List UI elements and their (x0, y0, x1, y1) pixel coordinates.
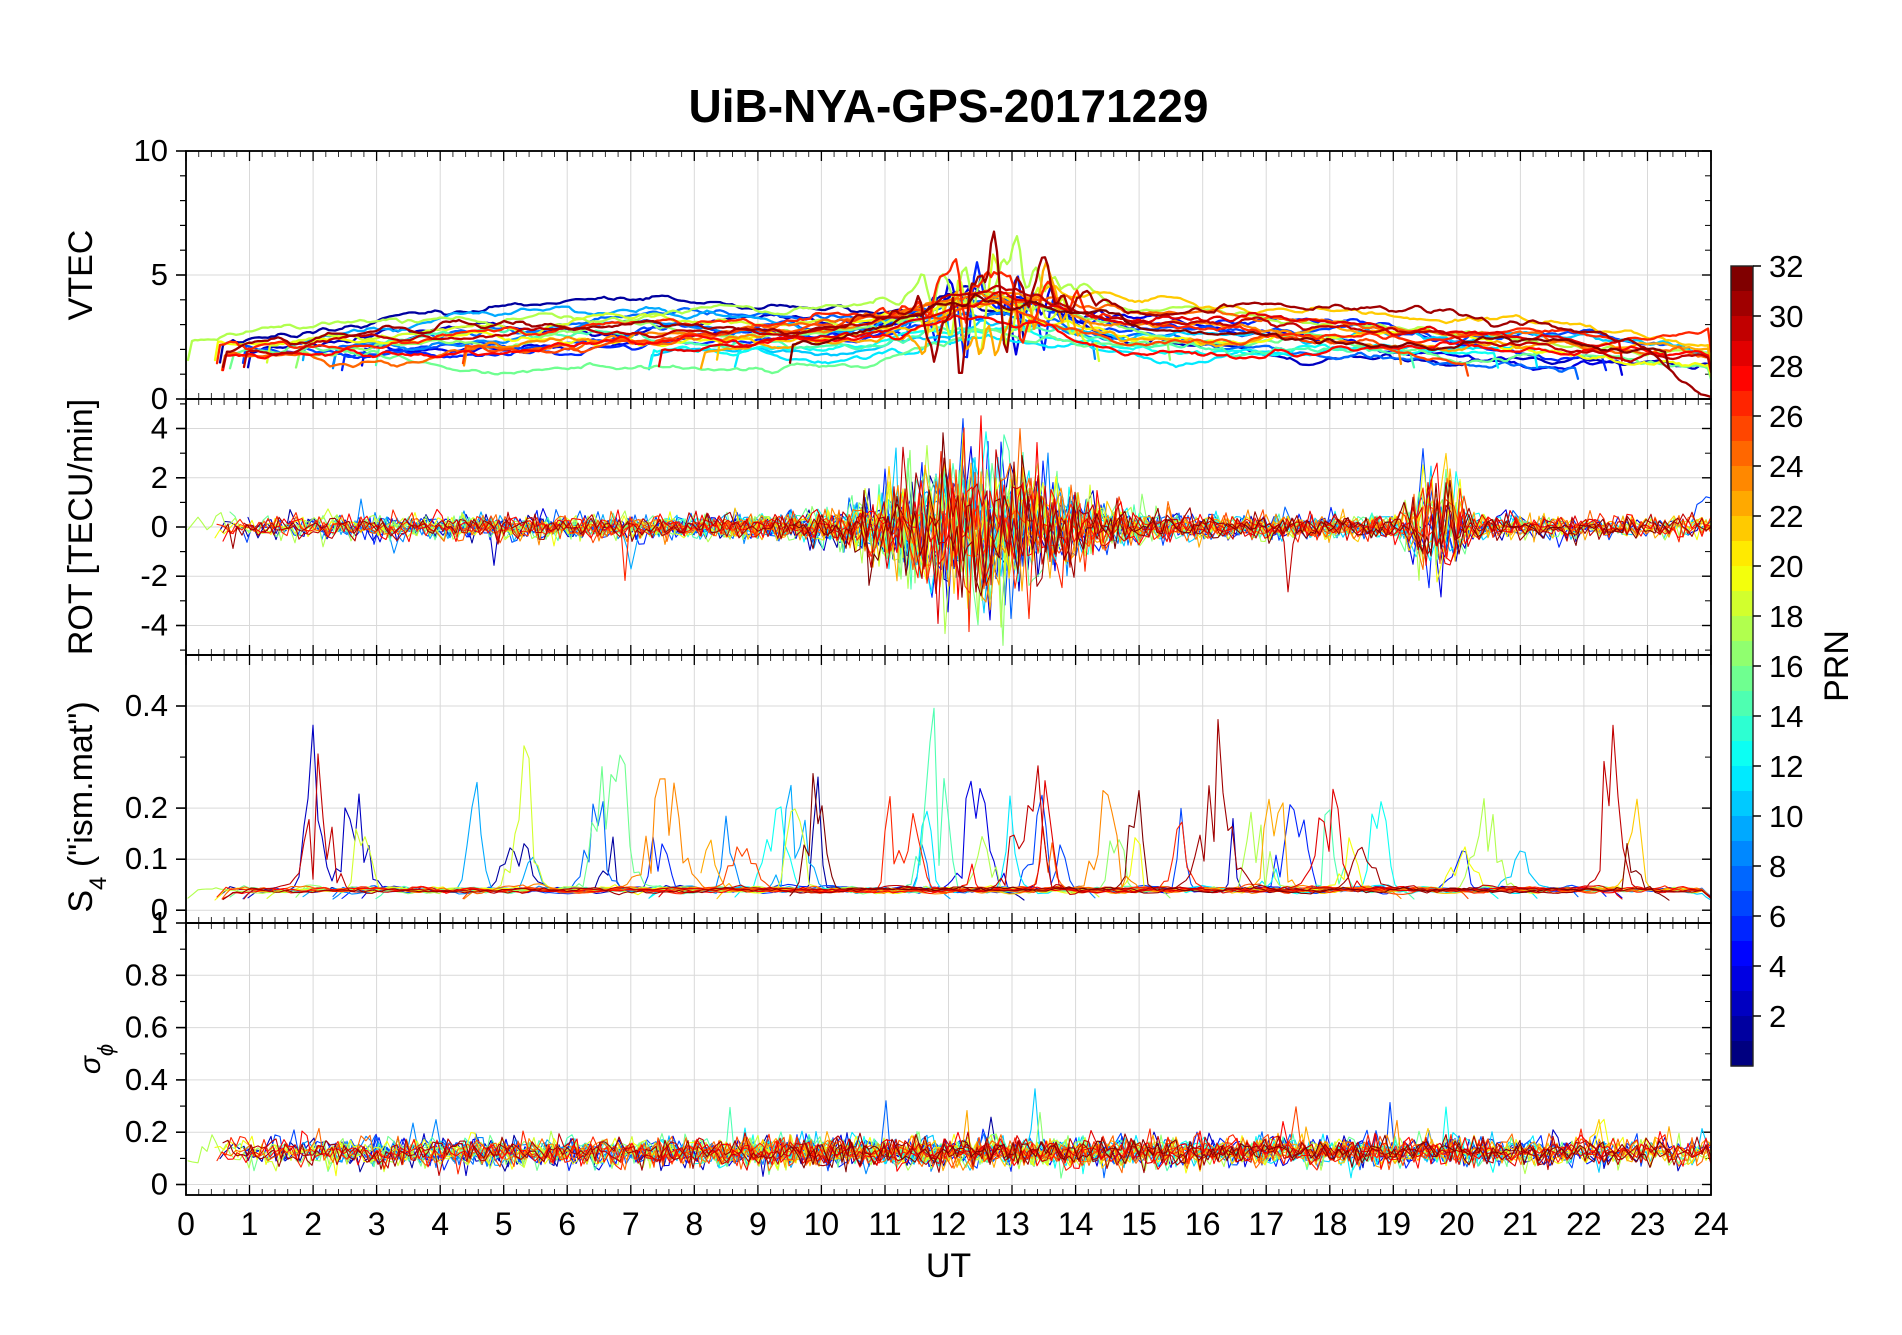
svg-text:UT: UT (926, 1247, 971, 1285)
svg-text:16: 16 (1185, 1206, 1221, 1242)
svg-text:0.1: 0.1 (125, 841, 168, 876)
svg-text:0.2: 0.2 (125, 1114, 168, 1149)
svg-text:17: 17 (1248, 1206, 1284, 1242)
svg-text:22: 22 (1566, 1206, 1602, 1242)
svg-text:5: 5 (495, 1206, 513, 1242)
svg-text:VTEC: VTEC (62, 230, 100, 321)
svg-text:21: 21 (1503, 1206, 1539, 1242)
svg-text:0.4: 0.4 (125, 1062, 168, 1097)
svg-text:16: 16 (1769, 649, 1803, 684)
svg-text:18: 18 (1312, 1206, 1348, 1242)
svg-text:14: 14 (1058, 1206, 1094, 1242)
svg-text:2: 2 (1769, 999, 1786, 1034)
svg-text:ROT [TECU/min]: ROT [TECU/min] (62, 399, 100, 655)
svg-text:0: 0 (151, 1167, 168, 1202)
svg-text:PRN: PRN (1818, 630, 1856, 702)
svg-text:6: 6 (558, 1206, 576, 1242)
svg-text:12: 12 (931, 1206, 967, 1242)
svg-text:10: 10 (804, 1206, 840, 1242)
svg-text:0: 0 (151, 509, 168, 544)
svg-text:-2: -2 (140, 558, 168, 593)
svg-text:7: 7 (622, 1206, 640, 1242)
svg-text:2: 2 (151, 460, 168, 495)
svg-text:11: 11 (868, 1206, 901, 1242)
svg-text:26: 26 (1769, 399, 1803, 434)
svg-text:15: 15 (1121, 1206, 1157, 1242)
svg-text:3: 3 (368, 1206, 386, 1242)
svg-text:4: 4 (151, 411, 168, 446)
svg-text:24: 24 (1693, 1206, 1729, 1242)
svg-text:18: 18 (1769, 599, 1803, 634)
svg-text:28: 28 (1769, 349, 1803, 384)
svg-text:1: 1 (151, 905, 168, 940)
svg-text:UiB-NYA-GPS-20171229: UiB-NYA-GPS-20171229 (689, 80, 1209, 132)
svg-text:32: 32 (1769, 249, 1803, 284)
svg-text:13: 13 (994, 1206, 1030, 1242)
svg-text:0: 0 (177, 1206, 195, 1242)
svg-text:30: 30 (1769, 299, 1803, 334)
svg-text:10: 10 (134, 133, 168, 168)
svg-text:0.4: 0.4 (125, 688, 168, 723)
svg-text:24: 24 (1769, 449, 1803, 484)
svg-text:10: 10 (1769, 799, 1803, 834)
svg-text:8: 8 (685, 1206, 703, 1242)
svg-text:6: 6 (1769, 899, 1786, 934)
svg-text:9: 9 (749, 1206, 767, 1242)
svg-text:0.8: 0.8 (125, 957, 168, 992)
svg-text:-4: -4 (140, 608, 168, 643)
svg-text:19: 19 (1376, 1206, 1412, 1242)
svg-text:2: 2 (304, 1206, 322, 1242)
svg-text:1: 1 (241, 1206, 259, 1242)
svg-text:0.6: 0.6 (125, 1010, 168, 1045)
svg-text:20: 20 (1439, 1206, 1475, 1242)
svg-text:20: 20 (1769, 549, 1803, 584)
svg-text:0.2: 0.2 (125, 790, 168, 825)
svg-text:23: 23 (1630, 1206, 1666, 1242)
svg-text:8: 8 (1769, 849, 1786, 884)
svg-text:4: 4 (431, 1206, 449, 1242)
svg-text:4: 4 (1769, 949, 1786, 984)
svg-text:5: 5 (151, 257, 168, 292)
svg-text:22: 22 (1769, 499, 1803, 534)
svg-text:12: 12 (1769, 749, 1803, 784)
svg-text:14: 14 (1769, 699, 1803, 734)
